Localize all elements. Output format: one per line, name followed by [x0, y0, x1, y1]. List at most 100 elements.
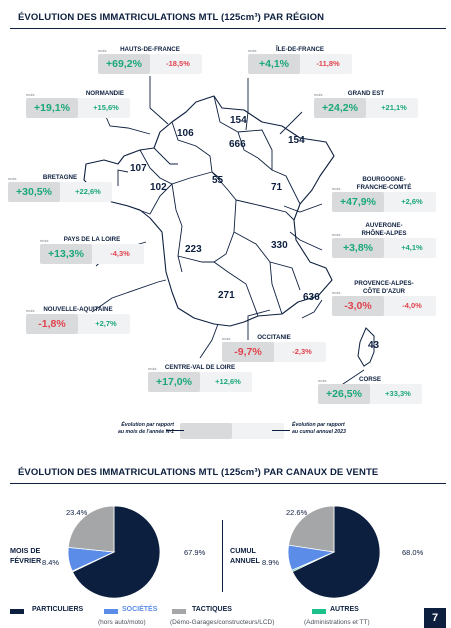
region-monthly-change: +30,5%: [8, 182, 60, 202]
region-cumul-change: +4,1%: [401, 243, 423, 252]
region-monthly-change: -9,7%: [222, 342, 274, 362]
region-card-corse: CORSE mois +26,5% +33,3%: [318, 376, 422, 404]
map-value-paca: 636: [303, 292, 320, 303]
region-card-bourgogne: BOURGOGNE- FRANCHE-COMTÉ mois +47,9% +2,…: [332, 176, 436, 212]
legend-line-left: [166, 430, 184, 431]
region-name: PROVENCE-ALPES- CÔTE D'AZUR: [354, 280, 414, 295]
region-monthly-change: +24,2%: [314, 98, 366, 118]
region-card-paca: PROVENCE-ALPES- CÔTE D'AZUR mois -3,0% -…: [332, 280, 436, 316]
page-number: 7: [424, 608, 446, 628]
region-monthly-change: -3,0%: [332, 296, 384, 316]
map-value-pays-de-la-loire: 102: [150, 182, 167, 193]
legend-swatch-societes: [104, 609, 118, 614]
legend-swatch-particuliers: [10, 609, 24, 614]
pie-slice-tactiques: [288, 505, 335, 553]
legend-swatch-tactiques: [172, 609, 186, 614]
region-card-centre: CENTRE-VAL DE LOIRE mois +17,0% +12,6%: [148, 364, 252, 392]
map-value-ile-de-france: 666: [229, 139, 246, 150]
map-legend: Évolution par rapport au mois de l'année…: [96, 420, 360, 446]
region-cumul-change: -2,3%: [292, 347, 312, 356]
pie-label-societes-cumul: 8.9%: [262, 558, 280, 567]
region-card-grand-est: GRAND EST mois +24,2% +21,1%: [314, 90, 418, 118]
region-name: OCCITANIE: [257, 334, 291, 341]
region-cumul-change: -4,0%: [402, 301, 422, 310]
region-card-hauts-de-france: HAUTS-DE-FRANCE mois +69,2% -18,5%: [98, 46, 202, 74]
region-cumul-change: -11,8%: [316, 59, 340, 68]
region-card-bretagne: BRETAGNE mois +30,5% +22,6%: [8, 174, 112, 202]
region-cumul-change: +2,7%: [95, 319, 117, 328]
region-name: PAYS DE LA LOIRE: [63, 236, 121, 243]
region-monthly-change: +26,5%: [318, 384, 370, 404]
region-card-normandie: NORMANDIE mois +19,1% +15,6%: [26, 90, 130, 118]
region-card-ile-de-france: ÎLE-DE-FRANCE mois +4,1% -11,8%: [248, 46, 352, 74]
map-value-corse: 43: [368, 340, 380, 351]
region-card-occitanie: OCCITANIE mois -9,7% -2,3%: [222, 334, 326, 362]
pie-chart-month: [67, 505, 161, 599]
pie-slice-tactiques: [67, 505, 115, 553]
map-value-centre: 55: [212, 175, 224, 186]
legend-bar: [180, 423, 284, 439]
section-divider: [10, 483, 446, 484]
map-value-bourgogne: 71: [271, 182, 283, 193]
map-value-bretagne: 107: [130, 163, 147, 174]
pie-label-societes-month: 8.4%: [42, 558, 60, 567]
region-name: CENTRE-VAL DE LOIRE: [164, 364, 236, 371]
map-outline: [83, 95, 335, 327]
region-monthly-change: -1,8%: [26, 314, 78, 334]
pie-label-tactiques-cumul: 22.6%: [286, 508, 308, 517]
map-value-grand-est: 154: [288, 135, 305, 146]
region-name: NOUVELLE-AQUITAINE: [43, 306, 113, 313]
section-divider: [10, 28, 446, 29]
legend-tactiques-sub: (Démo-Garages/constructeurs/LCD): [170, 619, 275, 626]
region-name: BOURGOGNE- FRANCHE-COMTÉ: [356, 176, 412, 191]
region-card-auvergne: AUVERGNE- RHÔNE-ALPES mois +3,8% +4,1%: [332, 222, 436, 258]
pie-title-month: MOIS DE FÉVRIER: [10, 546, 42, 565]
pie-chart-cumul: [287, 505, 381, 599]
map-value-normandie: 154: [230, 115, 247, 126]
pie-title-cumul: CUMUL ANNUEL: [230, 546, 260, 565]
legend-tactiques: TACTIQUES: [192, 606, 232, 613]
region-name: CORSE: [358, 376, 381, 383]
region-cumul-change: -4,3%: [110, 249, 130, 258]
section-title-regions: ÉVOLUTION DES IMMATRICULATIONS MTL (125c…: [18, 12, 325, 23]
region-monthly-change: +69,2%: [98, 54, 150, 74]
region-card-nouvelle-aquitaine: NOUVELLE-AQUITAINE mois -1,8% +2,7%: [26, 306, 130, 334]
region-cumul-change: +2,6%: [401, 197, 423, 206]
region-name: GRAND EST: [347, 90, 385, 97]
pie-slice-particuliers: [291, 505, 381, 599]
legend-line-right: [272, 430, 290, 431]
pie-label-particuliers-cumul: 68.0%: [402, 548, 424, 557]
legend-autres: AUTRES: [330, 606, 359, 613]
legend-autres-sub: (Administrations et TT): [304, 619, 370, 626]
region-monthly-change: +13,3%: [40, 244, 92, 264]
region-monthly-change: +19,1%: [26, 98, 78, 118]
region-name: AUVERGNE- RHÔNE-ALPES: [361, 222, 407, 237]
region-name: HAUTS-DE-FRANCE: [120, 46, 180, 53]
legend-societes-sub: (hors auto/moto): [98, 619, 146, 626]
region-cumul-change: -18,5%: [166, 59, 190, 68]
pie-label-particuliers-month: 67.9%: [184, 548, 206, 557]
pie-divider: [222, 520, 223, 592]
legend-right-text: Évolution par rapport au cumul annuel 20…: [292, 422, 346, 435]
legend-particuliers: PARTICULIERS: [32, 606, 84, 613]
section-title-channels: ÉVOLUTION DES IMMATRICULATIONS MTL (125c…: [18, 467, 379, 478]
region-monthly-change: +4,1%: [248, 54, 300, 74]
region-name: ÎLE-DE-FRANCE: [275, 46, 325, 53]
region-cumul-change: +15,6%: [93, 103, 119, 112]
region-name: BRETAGNE: [42, 174, 78, 181]
region-cumul-change: +22,6%: [75, 187, 101, 196]
legend-societes: SOCIÉTÉS: [122, 606, 158, 613]
pie-slice-particuliers: [71, 505, 161, 599]
region-name: NORMANDIE: [85, 90, 124, 97]
region-cumul-change: +12,6%: [215, 377, 241, 386]
region-monthly-change: +17,0%: [148, 372, 200, 392]
region-card-pays-de-la-loire: PAYS DE LA LOIRE mois +13,3% -4,3%: [40, 236, 144, 264]
legend-left-text: Évolution par rapport au mois de l'année…: [117, 422, 174, 435]
pie-label-tactiques-month: 23.4%: [66, 508, 88, 517]
map-value-auvergne: 330: [271, 240, 288, 251]
legend-swatch-autres: [312, 609, 326, 614]
region-cumul-change: +33,3%: [385, 389, 411, 398]
map-value-occitanie: 271: [218, 290, 235, 301]
map-value-hauts-de-france: 106: [177, 128, 194, 139]
map-value-nouvelle-aquitaine: 223: [185, 244, 202, 255]
